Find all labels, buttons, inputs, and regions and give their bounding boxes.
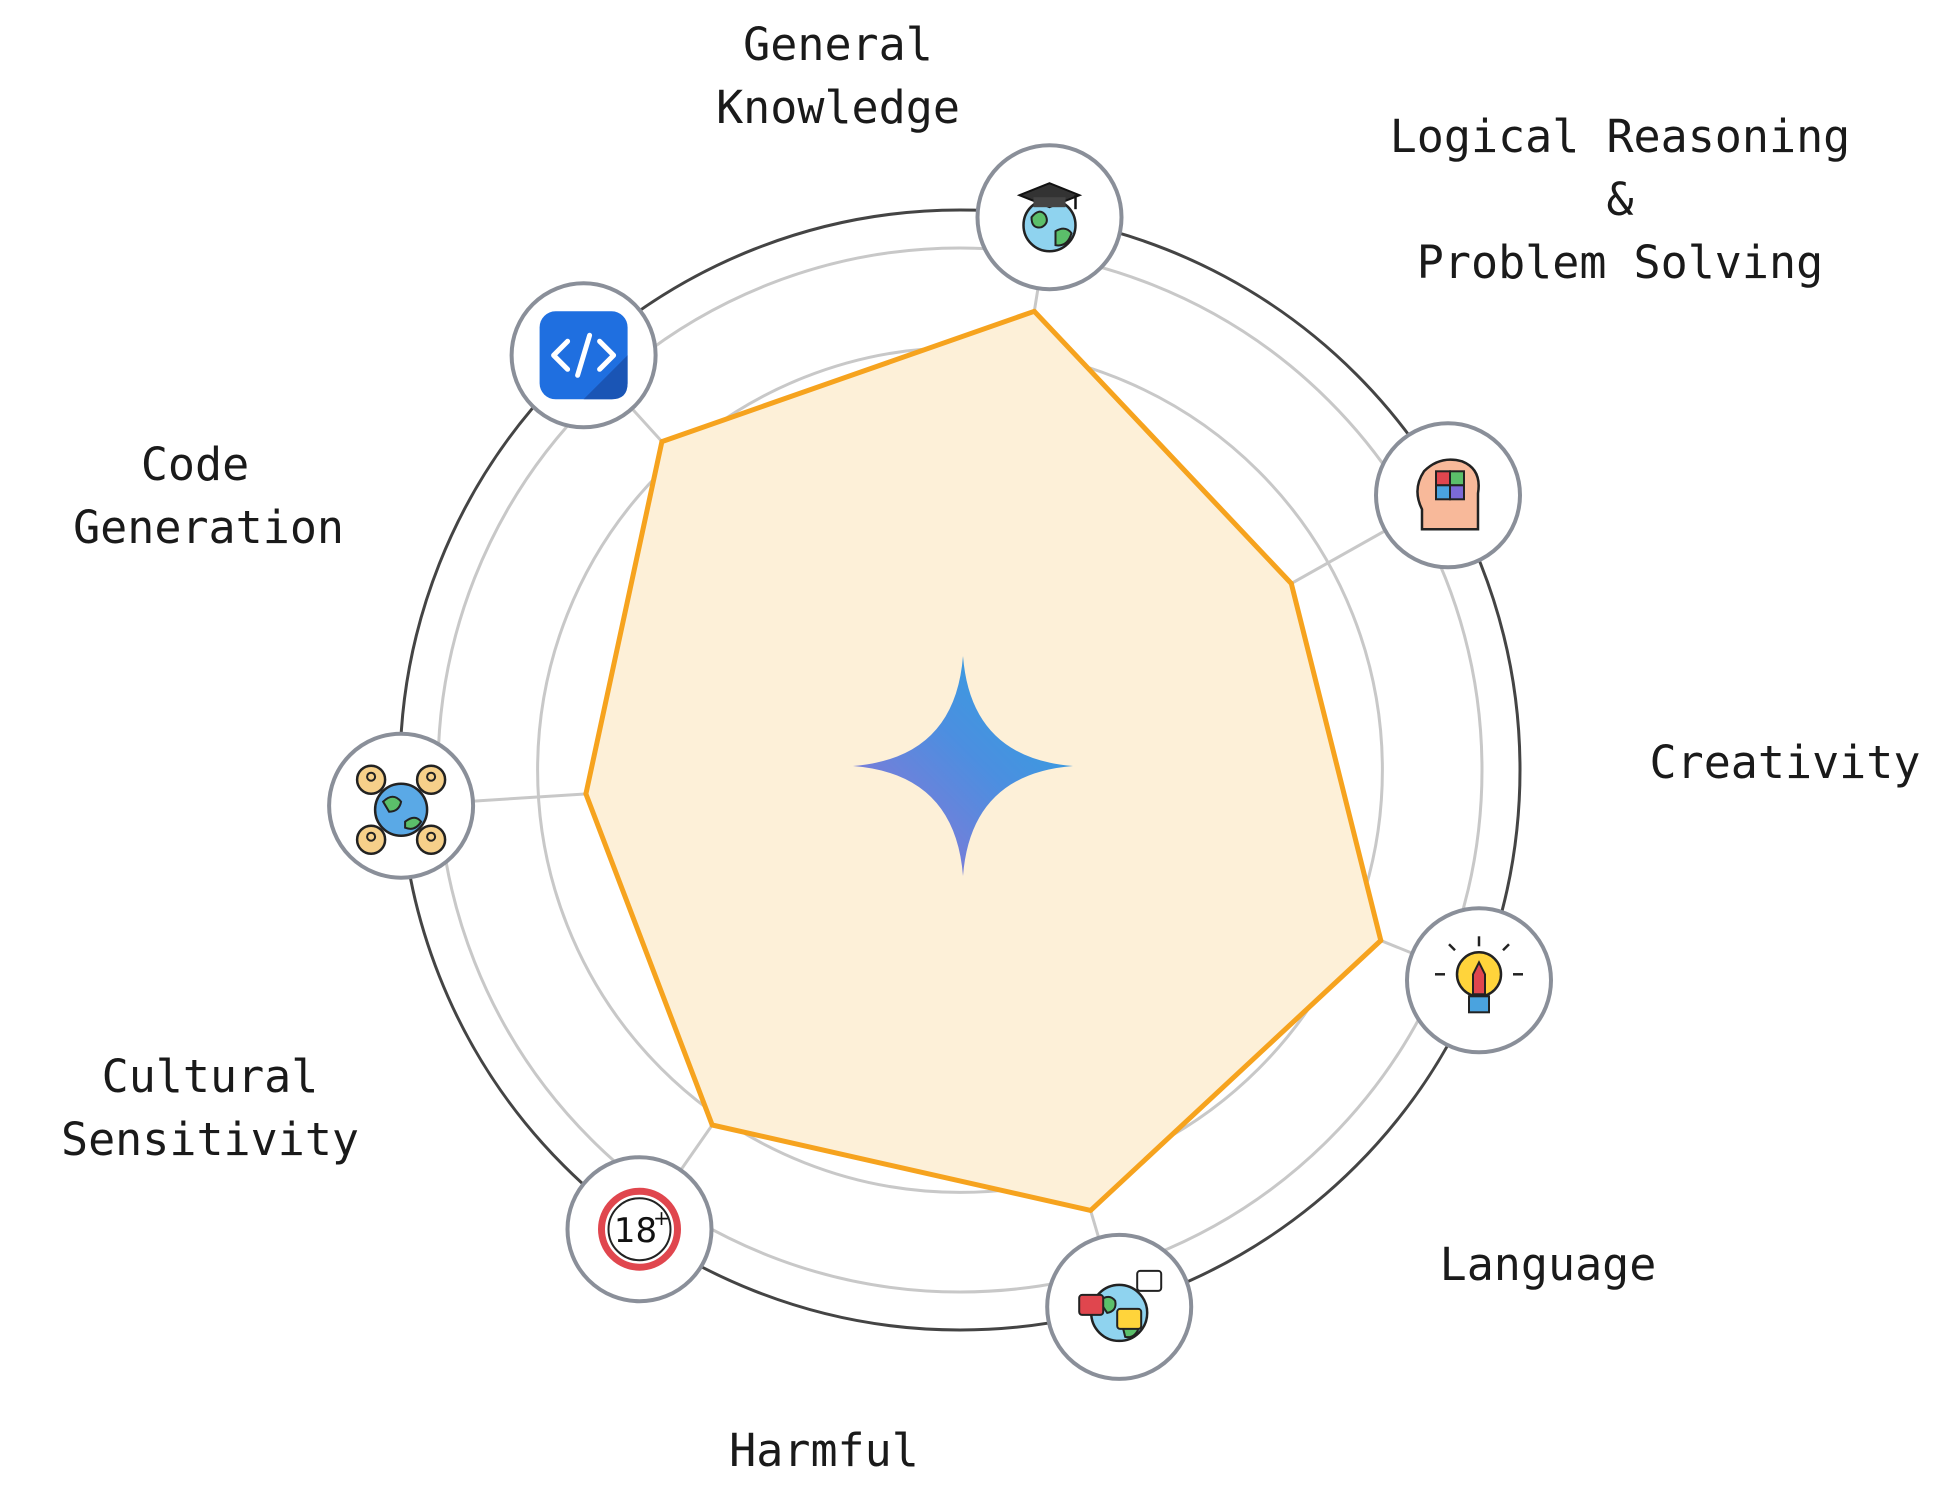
data-point <box>1031 308 1037 314</box>
axis-badge <box>1374 421 1522 570</box>
sparkle-star-icon <box>853 656 1073 876</box>
axis-labels: General Knowledge Logical Reasoning & Proble… <box>46 18 1920 1477</box>
data-point <box>1288 581 1294 587</box>
axis-badge <box>327 731 476 880</box>
center-star <box>853 656 1073 876</box>
axis-label: Cultural Sensitivity <box>61 1050 359 1166</box>
data-point <box>1378 938 1384 944</box>
axis-label: Code Generation <box>46 438 344 554</box>
age-18-plus-icon: 18+ <box>598 1187 681 1271</box>
data-point <box>1088 1207 1094 1213</box>
axis-badge <box>975 143 1124 292</box>
data-point <box>709 1122 715 1128</box>
data-point <box>659 439 665 445</box>
translation-globe-icon <box>1078 1269 1163 1343</box>
graduation-globe-icon <box>1016 182 1083 253</box>
axis-label: Language <box>1440 1238 1657 1291</box>
axis-badge <box>1405 906 1553 1055</box>
people-globe-icon <box>355 764 447 855</box>
axis-label: Creativity <box>1650 736 1921 789</box>
axis-badge: 18+ <box>565 1155 714 1304</box>
puzzle-head-icon <box>1416 458 1480 531</box>
data-point <box>583 791 589 797</box>
svg-text:+: + <box>653 1206 670 1230</box>
axis-label: Harmful <box>729 1424 919 1477</box>
axis-label: General Knowledge <box>716 18 960 134</box>
lightbulb-pencil-icon <box>1435 936 1523 1014</box>
svg-text:18: 18 <box>614 1211 657 1251</box>
axis-badge <box>1045 1232 1194 1381</box>
axis-icons: 18+ <box>327 143 1553 1381</box>
axis-label: Logical Reasoning & Problem Solving <box>1390 110 1851 289</box>
axis-badge <box>509 281 658 430</box>
code-brackets-icon <box>539 311 628 400</box>
